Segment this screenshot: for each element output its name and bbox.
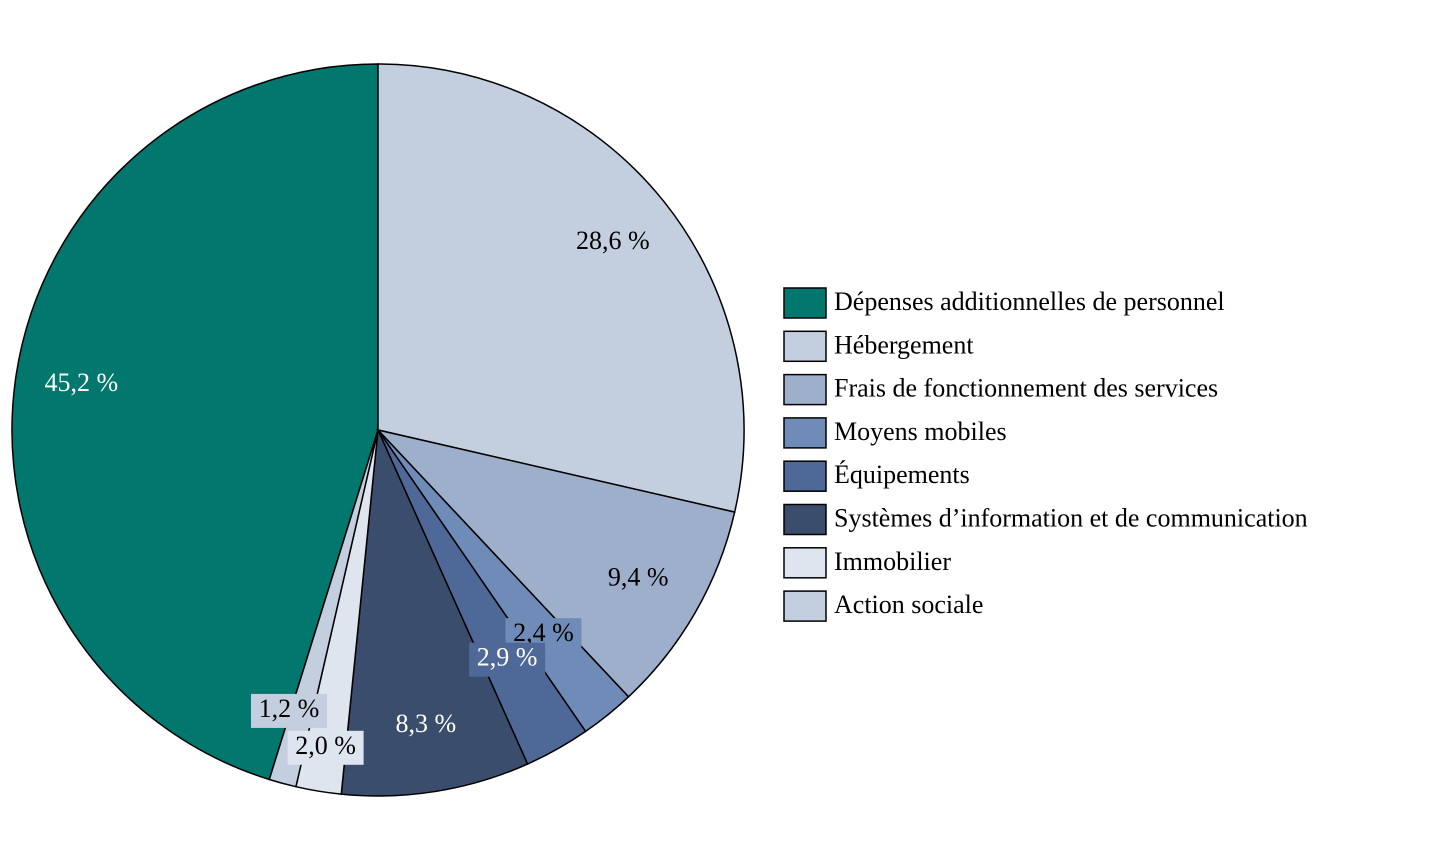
- label-box: [287, 730, 364, 765]
- pie-slice: [375, 428, 736, 698]
- legend-swatch: [783, 330, 827, 363]
- data-label: 8,3 %: [396, 709, 457, 738]
- data-label: 2,9 %: [477, 643, 538, 672]
- legend-label: Équipements: [834, 460, 970, 489]
- legend-label: Hébergement: [834, 330, 974, 359]
- data-label: 9,4 %: [608, 562, 669, 591]
- pie-slice: [11, 63, 379, 781]
- legend-swatch: [783, 590, 827, 622]
- legend-swatch: [783, 287, 827, 319]
- data-label: 1,2 %: [259, 694, 320, 723]
- data-label: 45,2 %: [44, 368, 118, 397]
- legend-label: Moyens mobiles: [834, 417, 1007, 446]
- legend-swatch: [783, 417, 827, 449]
- data-label: 2,0 %: [295, 731, 356, 760]
- legend-label: Immobilier: [834, 547, 951, 576]
- label-box: [469, 642, 546, 677]
- label-box: [250, 693, 327, 728]
- legend-label: Action sociale: [834, 590, 983, 619]
- legend-label: Systèmes d’information et de communicati…: [834, 503, 1308, 532]
- data-label: 28,6 %: [576, 226, 650, 255]
- legend-swatch: [783, 460, 827, 492]
- pie-slice: [340, 427, 529, 797]
- data-label: 2,4 %: [513, 618, 574, 647]
- legend-swatch: [783, 547, 827, 579]
- legend-swatch: [783, 373, 827, 406]
- pie-slice: [377, 63, 745, 513]
- legend-label: Frais de fonctionnement des services: [834, 374, 1218, 403]
- legend-swatch: [783, 503, 827, 536]
- legend-label: Dépenses additionnelles de personnel: [834, 287, 1225, 316]
